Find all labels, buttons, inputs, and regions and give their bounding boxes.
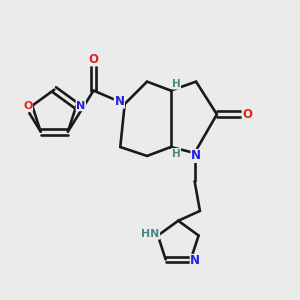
Text: O: O	[23, 101, 32, 111]
Text: H: H	[172, 79, 181, 89]
Text: N: N	[76, 101, 86, 111]
Text: O: O	[242, 108, 252, 121]
Text: N: N	[114, 95, 124, 108]
Text: O: O	[88, 53, 98, 66]
Text: HN: HN	[141, 229, 160, 239]
Text: N: N	[190, 254, 200, 267]
Text: N: N	[191, 149, 201, 162]
Text: H: H	[172, 148, 181, 159]
